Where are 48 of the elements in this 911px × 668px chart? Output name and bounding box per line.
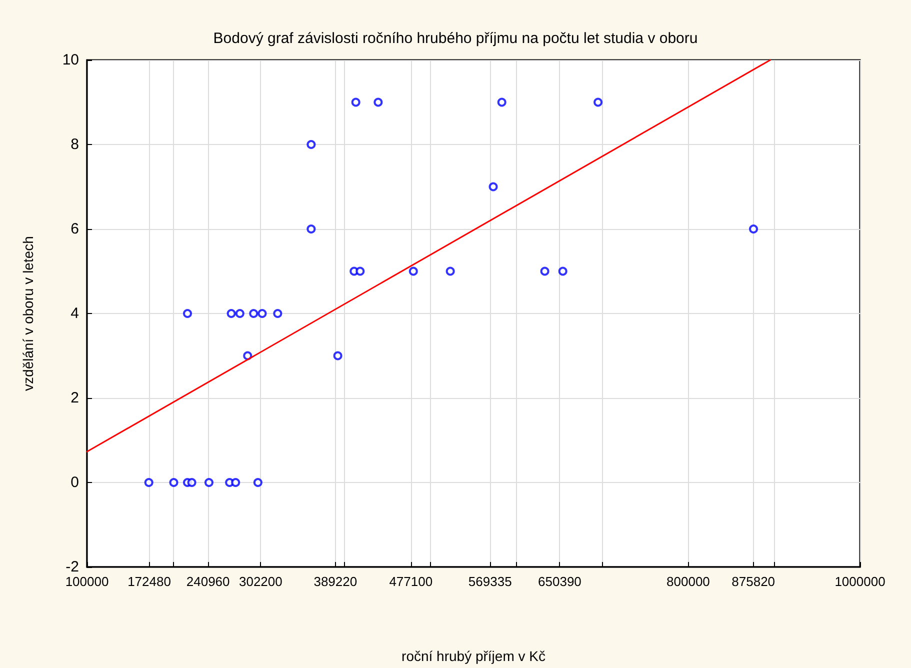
x-tick-label: 240960 xyxy=(186,574,230,589)
point xyxy=(249,309,258,318)
point xyxy=(594,98,603,107)
y-axis-title: vzdělání v oboru v letech xyxy=(20,236,36,391)
point xyxy=(306,140,316,149)
point xyxy=(488,182,498,192)
point xyxy=(356,266,365,276)
point xyxy=(749,224,758,234)
y-tick-label: 8 xyxy=(70,136,79,153)
x-tick-label: 172480 xyxy=(128,574,171,589)
point xyxy=(558,266,568,276)
y-tick-label: 2 xyxy=(70,390,79,406)
point xyxy=(273,309,282,318)
point xyxy=(226,309,236,318)
point xyxy=(169,478,178,487)
x-tick-label: 650390 xyxy=(538,574,582,589)
y-tick-label: -2 xyxy=(66,558,79,576)
point xyxy=(333,351,342,360)
point xyxy=(235,309,244,318)
point xyxy=(231,478,240,487)
point xyxy=(306,224,316,234)
y-tick-label: 0 xyxy=(70,474,79,491)
point xyxy=(540,266,550,276)
point xyxy=(204,478,214,487)
x-tick-label: 477100 xyxy=(389,574,433,589)
point xyxy=(182,309,192,318)
x-tick-label: 389220 xyxy=(314,574,358,589)
point xyxy=(258,309,267,318)
point xyxy=(351,98,360,107)
y-tick-label: 4 xyxy=(70,305,79,322)
x-tick-label: 875820 xyxy=(732,574,776,589)
point xyxy=(497,98,506,107)
point xyxy=(144,478,154,487)
x-tick-label: 569335 xyxy=(468,574,512,589)
y-tick-label: 10 xyxy=(62,52,79,68)
x-tick-label: 1000000 xyxy=(834,574,886,589)
point xyxy=(253,478,262,487)
point xyxy=(446,266,455,276)
point xyxy=(408,266,418,276)
x-tick-label: 302200 xyxy=(238,574,282,589)
x-axis-title: roční hrubý příjem v Kč xyxy=(402,648,546,664)
x-tick-label: 100000 xyxy=(65,574,109,589)
chart-title: Bodový graf závislosti ročního hrubého příjmu na počtu let studia v oboru xyxy=(213,30,698,47)
x-tick-label: 800000 xyxy=(666,574,710,589)
y-tick-label: 6 xyxy=(70,220,79,238)
point xyxy=(374,98,383,107)
point xyxy=(243,351,252,360)
point xyxy=(187,478,196,487)
